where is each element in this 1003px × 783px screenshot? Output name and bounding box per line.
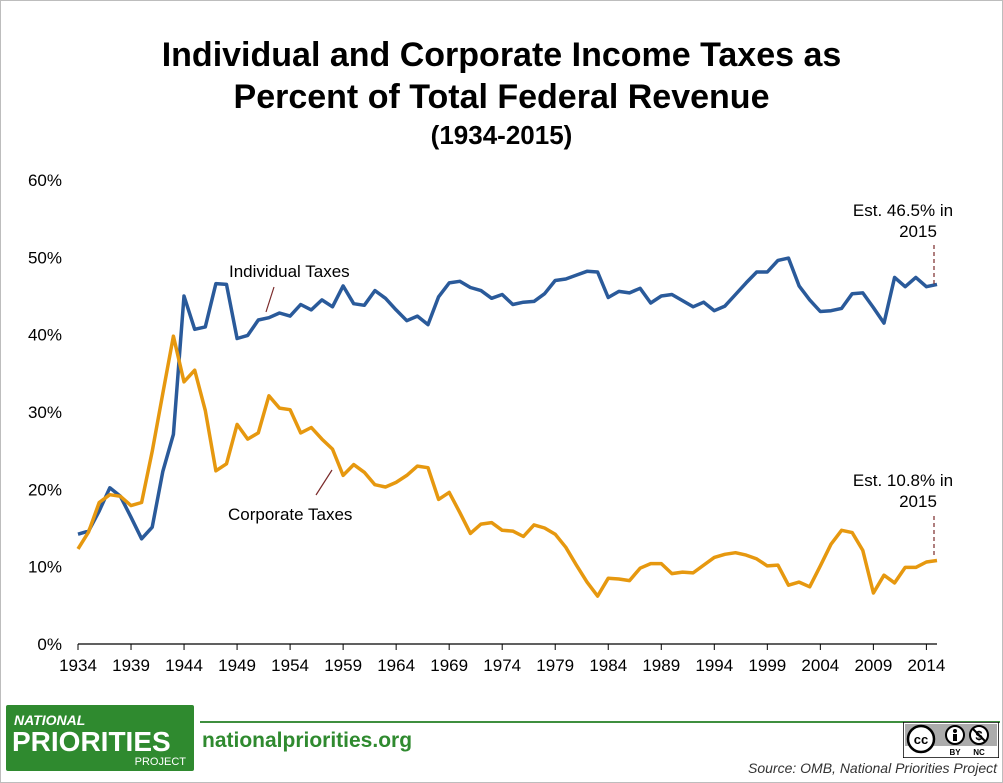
- cc-icon: [906, 724, 936, 754]
- chart-title: Individual and Corporate Income Taxes as: [161, 36, 842, 74]
- y-tick-label: 20%: [28, 480, 62, 499]
- x-tick-label: 1969: [430, 656, 468, 675]
- national-priorities-logo[interactable]: NATIONAL PRIORITIES PROJECT: [6, 705, 194, 771]
- logo-line3: PROJECT: [135, 756, 187, 768]
- y-tick-label: 10%: [28, 558, 62, 577]
- individual-taxes-line: [77, 256, 938, 541]
- logo-line1: NATIONAL: [14, 712, 85, 728]
- x-tick-label: 1934: [59, 656, 97, 675]
- est-corporate-line2: 2015: [899, 492, 937, 511]
- x-tick-label: 2004: [801, 656, 839, 675]
- x-tick-label: 1944: [165, 656, 203, 675]
- x-tick-label: 1949: [218, 656, 256, 675]
- corporate-taxes-label: Corporate Taxes: [228, 505, 352, 524]
- y-tick-label: 0%: [37, 635, 62, 654]
- x-tick-label: 1984: [589, 656, 627, 675]
- x-axis: 1934 1939 1944 1949 1954 1959 1964 1969 1974 1979…: [59, 644, 945, 675]
- y-axis: 0% 10% 20% 30% 40% 50% 60%: [28, 171, 62, 654]
- est-individual-line1: Est. 46.5% in: [853, 201, 953, 220]
- by-text: BY: [949, 748, 961, 757]
- x-tick-label: 1959: [324, 656, 362, 675]
- x-tick-label: 1994: [695, 656, 733, 675]
- series-group: [76, 256, 938, 598]
- y-tick-label: 30%: [28, 403, 62, 422]
- est-corporate-line1: Est. 10.8% in: [853, 471, 953, 490]
- nc-text: NC: [973, 748, 985, 757]
- chart-subtitle: (1934-2015): [430, 120, 573, 150]
- x-tick-label: 1964: [377, 656, 415, 675]
- individual-label-leader: [265, 286, 275, 313]
- x-tick-label: 2014: [907, 656, 945, 675]
- logo-line2: PRIORITIES: [12, 726, 171, 757]
- chart-title-line2: Percent of Total Federal Revenue: [233, 78, 770, 116]
- x-tick-label: 1974: [483, 656, 521, 675]
- y-tick-label: 60%: [28, 171, 62, 190]
- source-note: Source: OMB, National Priorities Project: [748, 760, 997, 776]
- est-individual-line2: 2015: [899, 222, 937, 241]
- cc-license-badge[interactable]: cc $ BY NC: [903, 722, 999, 758]
- corporate-label-leader: [315, 469, 333, 496]
- cc-text: cc: [914, 732, 928, 747]
- site-link[interactable]: nationalpriorities.org: [202, 729, 413, 752]
- x-tick-label: 1939: [112, 656, 150, 675]
- individual-taxes-label: Individual Taxes: [229, 262, 350, 281]
- y-tick-label: 50%: [28, 248, 62, 267]
- footer-divider: [200, 721, 1000, 723]
- x-tick-label: 1989: [642, 656, 680, 675]
- x-tick-label: 2009: [854, 656, 892, 675]
- x-tick-label: 1954: [271, 656, 309, 675]
- x-tick-label: 1999: [748, 656, 786, 675]
- y-tick-label: 40%: [28, 326, 62, 345]
- corporate-taxes-line: [76, 334, 938, 598]
- x-tick-label: 1979: [536, 656, 574, 675]
